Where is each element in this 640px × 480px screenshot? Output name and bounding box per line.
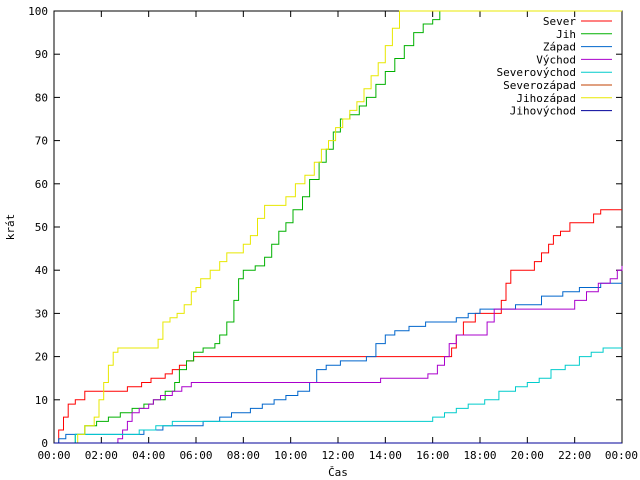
legend-label: Sever — [543, 15, 576, 28]
y-axis: 0 10 20 30 40 50 60 70 80 90 100 — [28, 5, 622, 450]
legend-label: Jihovýchod — [510, 105, 576, 118]
y-tick-label: 100 — [28, 5, 48, 18]
y-axis-label: krát — [4, 214, 17, 241]
x-tick-label: 00:00 — [37, 449, 70, 462]
series-line-3 — [54, 265, 623, 444]
y-tick-label: 10 — [35, 394, 48, 407]
series-line-4 — [54, 347, 622, 444]
y-tick-label: 60 — [35, 178, 48, 191]
y-tick-label: 70 — [35, 135, 48, 148]
y-tick-label: 20 — [35, 351, 48, 364]
x-tick-label: 02:00 — [85, 449, 118, 462]
series-line-6 — [54, 10, 622, 444]
x-tick-label: 22:00 — [558, 449, 591, 462]
legend: SeverJihZápadVýchodSeverovýchodSeverozáp… — [497, 15, 612, 118]
x-tick-label: 10:00 — [274, 449, 307, 462]
x-tick-label: 00:00 — [605, 449, 638, 462]
x-tick-label: 12:00 — [321, 449, 354, 462]
x-tick-label: 06:00 — [179, 449, 212, 462]
x-axis-label: Čas — [328, 466, 348, 479]
x-axis: 00:00 02:00 04:00 06:00 08:00 10:00 12:00 14:00… — [37, 11, 638, 462]
x-tick-label: 16:00 — [416, 449, 449, 462]
legend-label: Severovýchod — [497, 66, 576, 79]
series-line-2 — [54, 282, 622, 444]
y-tick-label: 30 — [35, 307, 48, 320]
x-tick-label: 08:00 — [227, 449, 260, 462]
series-line-1 — [54, 10, 622, 444]
y-tick-label: 0 — [41, 437, 48, 450]
series-lines — [54, 10, 623, 444]
y-tick-label: 80 — [35, 91, 48, 104]
legend-label: Západ — [543, 41, 576, 54]
legend-label: Severozápad — [503, 79, 576, 92]
y-tick-label: 50 — [35, 221, 48, 234]
x-tick-label: 20:00 — [511, 449, 544, 462]
y-tick-label: 40 — [35, 264, 48, 277]
legend-label: Jih — [556, 28, 576, 41]
x-tick-label: 18:00 — [463, 449, 496, 462]
legend-label: Jihozápad — [516, 92, 576, 105]
x-tick-label: 04:00 — [132, 449, 165, 462]
y-tick-label: 90 — [35, 48, 48, 61]
legend-label: Východ — [536, 53, 576, 66]
x-tick-label: 14:00 — [369, 449, 402, 462]
